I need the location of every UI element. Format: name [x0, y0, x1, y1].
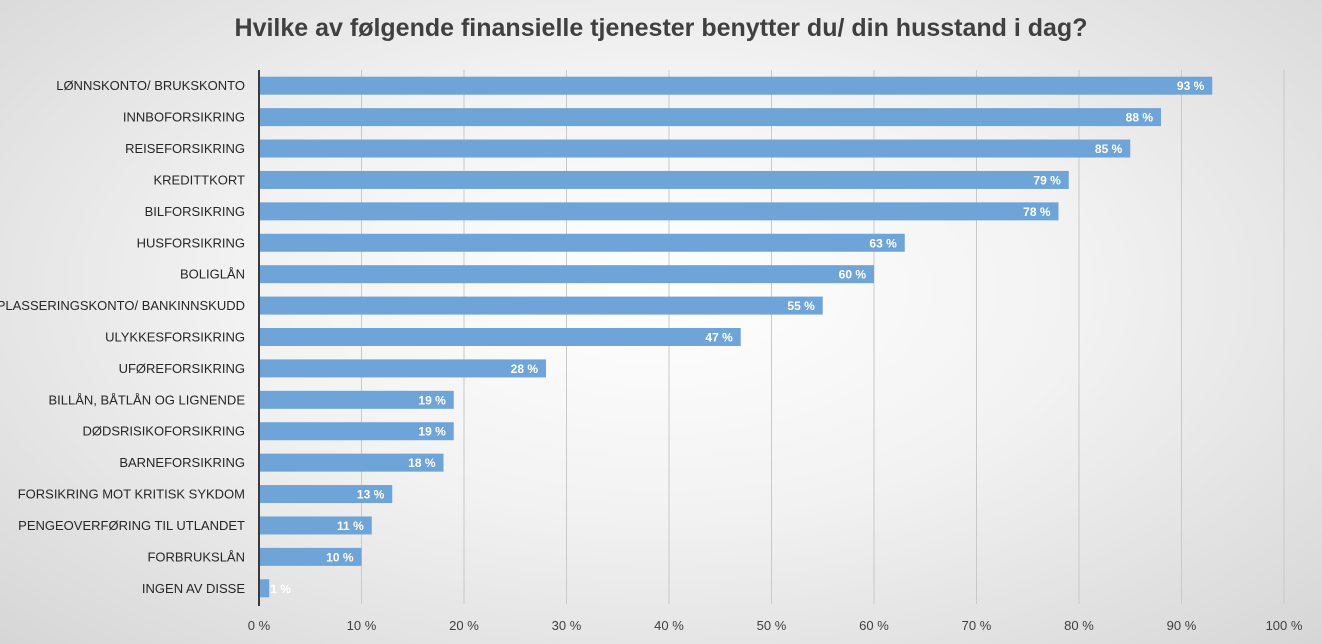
x-tick-label: 20 % [449, 618, 479, 633]
category-label: ULYKKESFORSIKRING [105, 330, 245, 345]
data-label: 63 % [869, 236, 897, 250]
x-tick-label: 50 % [757, 618, 787, 633]
bar [259, 516, 372, 535]
category-label: FORBRUKSLÅN [147, 549, 245, 564]
category-label: INGEN AV DISSE [142, 581, 245, 596]
bar [259, 579, 270, 598]
x-tick-label: 100 % [1266, 618, 1303, 633]
bar [259, 108, 1161, 127]
data-label: 60 % [839, 268, 867, 282]
bar [259, 390, 454, 409]
bar [259, 328, 741, 346]
data-label: 93 % [1177, 79, 1205, 93]
bar [259, 422, 454, 441]
category-label: BILFORSIKRING [145, 204, 245, 219]
data-label: 79 % [1033, 173, 1061, 187]
bar [259, 485, 393, 504]
category-label: BARNEFORSIKRING [119, 455, 245, 470]
data-label: 11 % [337, 519, 364, 533]
data-label: 18 % [408, 456, 436, 470]
bar [259, 233, 905, 252]
category-label: DØDSRISIKOFORSIKRING [82, 424, 245, 439]
data-label: 85 % [1095, 142, 1123, 156]
category-label: BOLIGLÅN [180, 267, 245, 282]
data-label: 19 % [418, 393, 446, 407]
x-tick-label: 90 % [1167, 618, 1197, 633]
chart-title: Hvilke av følgende finansielle tjenester… [234, 14, 1088, 42]
x-tick-label: 0 % [248, 618, 271, 633]
bar [259, 296, 823, 315]
category-label: PENGEOVERFØRING TIL UTLANDET [18, 518, 245, 533]
data-label: 78 % [1023, 205, 1051, 219]
category-label: FORSIKRING MOT KRITISK SYKDOM [18, 487, 245, 502]
data-label: 88 % [1126, 111, 1154, 125]
data-label: 47 % [705, 331, 733, 345]
category-label: LØNNSKONTO/ BRUKSKONTO [56, 78, 245, 93]
category-label: KREDITTKORT [154, 172, 246, 187]
x-tick-label: 80 % [1064, 618, 1094, 633]
bar [259, 202, 1059, 221]
data-label: 55 % [787, 299, 815, 313]
x-tick-label: 60 % [859, 618, 889, 633]
x-tick-label: 10 % [347, 618, 377, 633]
x-tick-label: 70 % [962, 618, 992, 633]
x-tick-label: 40 % [654, 618, 684, 633]
category-label: UFØREFORSIKRING [119, 361, 245, 376]
bar [259, 547, 362, 566]
category-label: HUSFORSIKRING [137, 235, 245, 250]
data-label: 28 % [511, 362, 539, 376]
data-label: 13 % [357, 488, 385, 502]
bar [259, 265, 874, 284]
category-label: REISEFORSIKRING [125, 141, 245, 156]
bar [259, 359, 546, 378]
data-label: 1 % [270, 582, 291, 596]
bar [259, 170, 1069, 189]
data-label: 19 % [418, 425, 446, 439]
category-label: PLASSERINGSKONTO/ BANKINNSKUDD [0, 298, 245, 313]
bar [259, 453, 444, 472]
bar [259, 76, 1213, 95]
x-tick-label: 30 % [552, 618, 582, 633]
category-label: INNBOFORSIKRING [123, 110, 245, 125]
category-label: BILLÅN, BÅTLÅN OG LIGNENDE [48, 392, 245, 407]
data-label: 10 % [326, 550, 354, 564]
bar [259, 139, 1131, 158]
